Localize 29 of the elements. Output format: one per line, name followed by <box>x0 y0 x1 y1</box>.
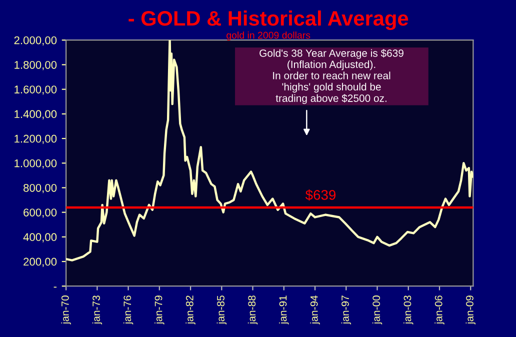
y-tick-label: 1.000,00 <box>14 159 57 169</box>
chart-title: - GOLD & Historical Average <box>128 10 408 30</box>
x-tick-label: jan-76 <box>123 296 134 324</box>
x-tick-label: jan-82 <box>186 296 196 324</box>
y-tick-label: 1.800,00 <box>14 60 57 70</box>
y-tick-label: 1.400,00 <box>14 110 57 120</box>
x-tick-label: jan-91 <box>279 296 289 324</box>
x-tick-label: jan-06 <box>434 296 444 324</box>
y-tick-label: 1.200,00 <box>14 134 57 144</box>
x-tick-label: jan-88 <box>248 296 258 324</box>
x-tick-label: jan-97 <box>341 296 351 324</box>
x-tick-label: jan-73 <box>92 296 102 324</box>
x-tick-label: jan-94 <box>310 295 320 324</box>
x-tick-label: jan-09 <box>466 296 476 324</box>
y-tick-label: 600,00 <box>24 208 57 218</box>
y-tick-label: 400,00 <box>23 233 57 242</box>
x-tick-label: jan-03 <box>404 296 414 324</box>
ref-line-label: $639 <box>305 189 336 201</box>
x-tick-label: jan-00 <box>372 296 382 324</box>
y-tick-label: - <box>54 286 57 288</box>
y-tick-label: 2.000,00 <box>14 36 57 46</box>
y-tick-label: 1.600,00 <box>14 86 57 95</box>
x-tick-label: jan-70 <box>61 296 71 324</box>
chart-subtitle: gold in 2009 dollars <box>226 32 310 41</box>
y-tick-label: 800,00 <box>24 184 57 194</box>
x-tick-label: jan-79 <box>154 296 164 324</box>
annotation: Gold's 38 Year Average is $639 (Inflation Adjusted). In order to reach new real 'highs' gold should be trading above $2500 oz. <box>260 49 404 104</box>
x-tick-label: jan-85 <box>216 296 227 324</box>
y-tick-label: 200,00 <box>24 258 57 267</box>
